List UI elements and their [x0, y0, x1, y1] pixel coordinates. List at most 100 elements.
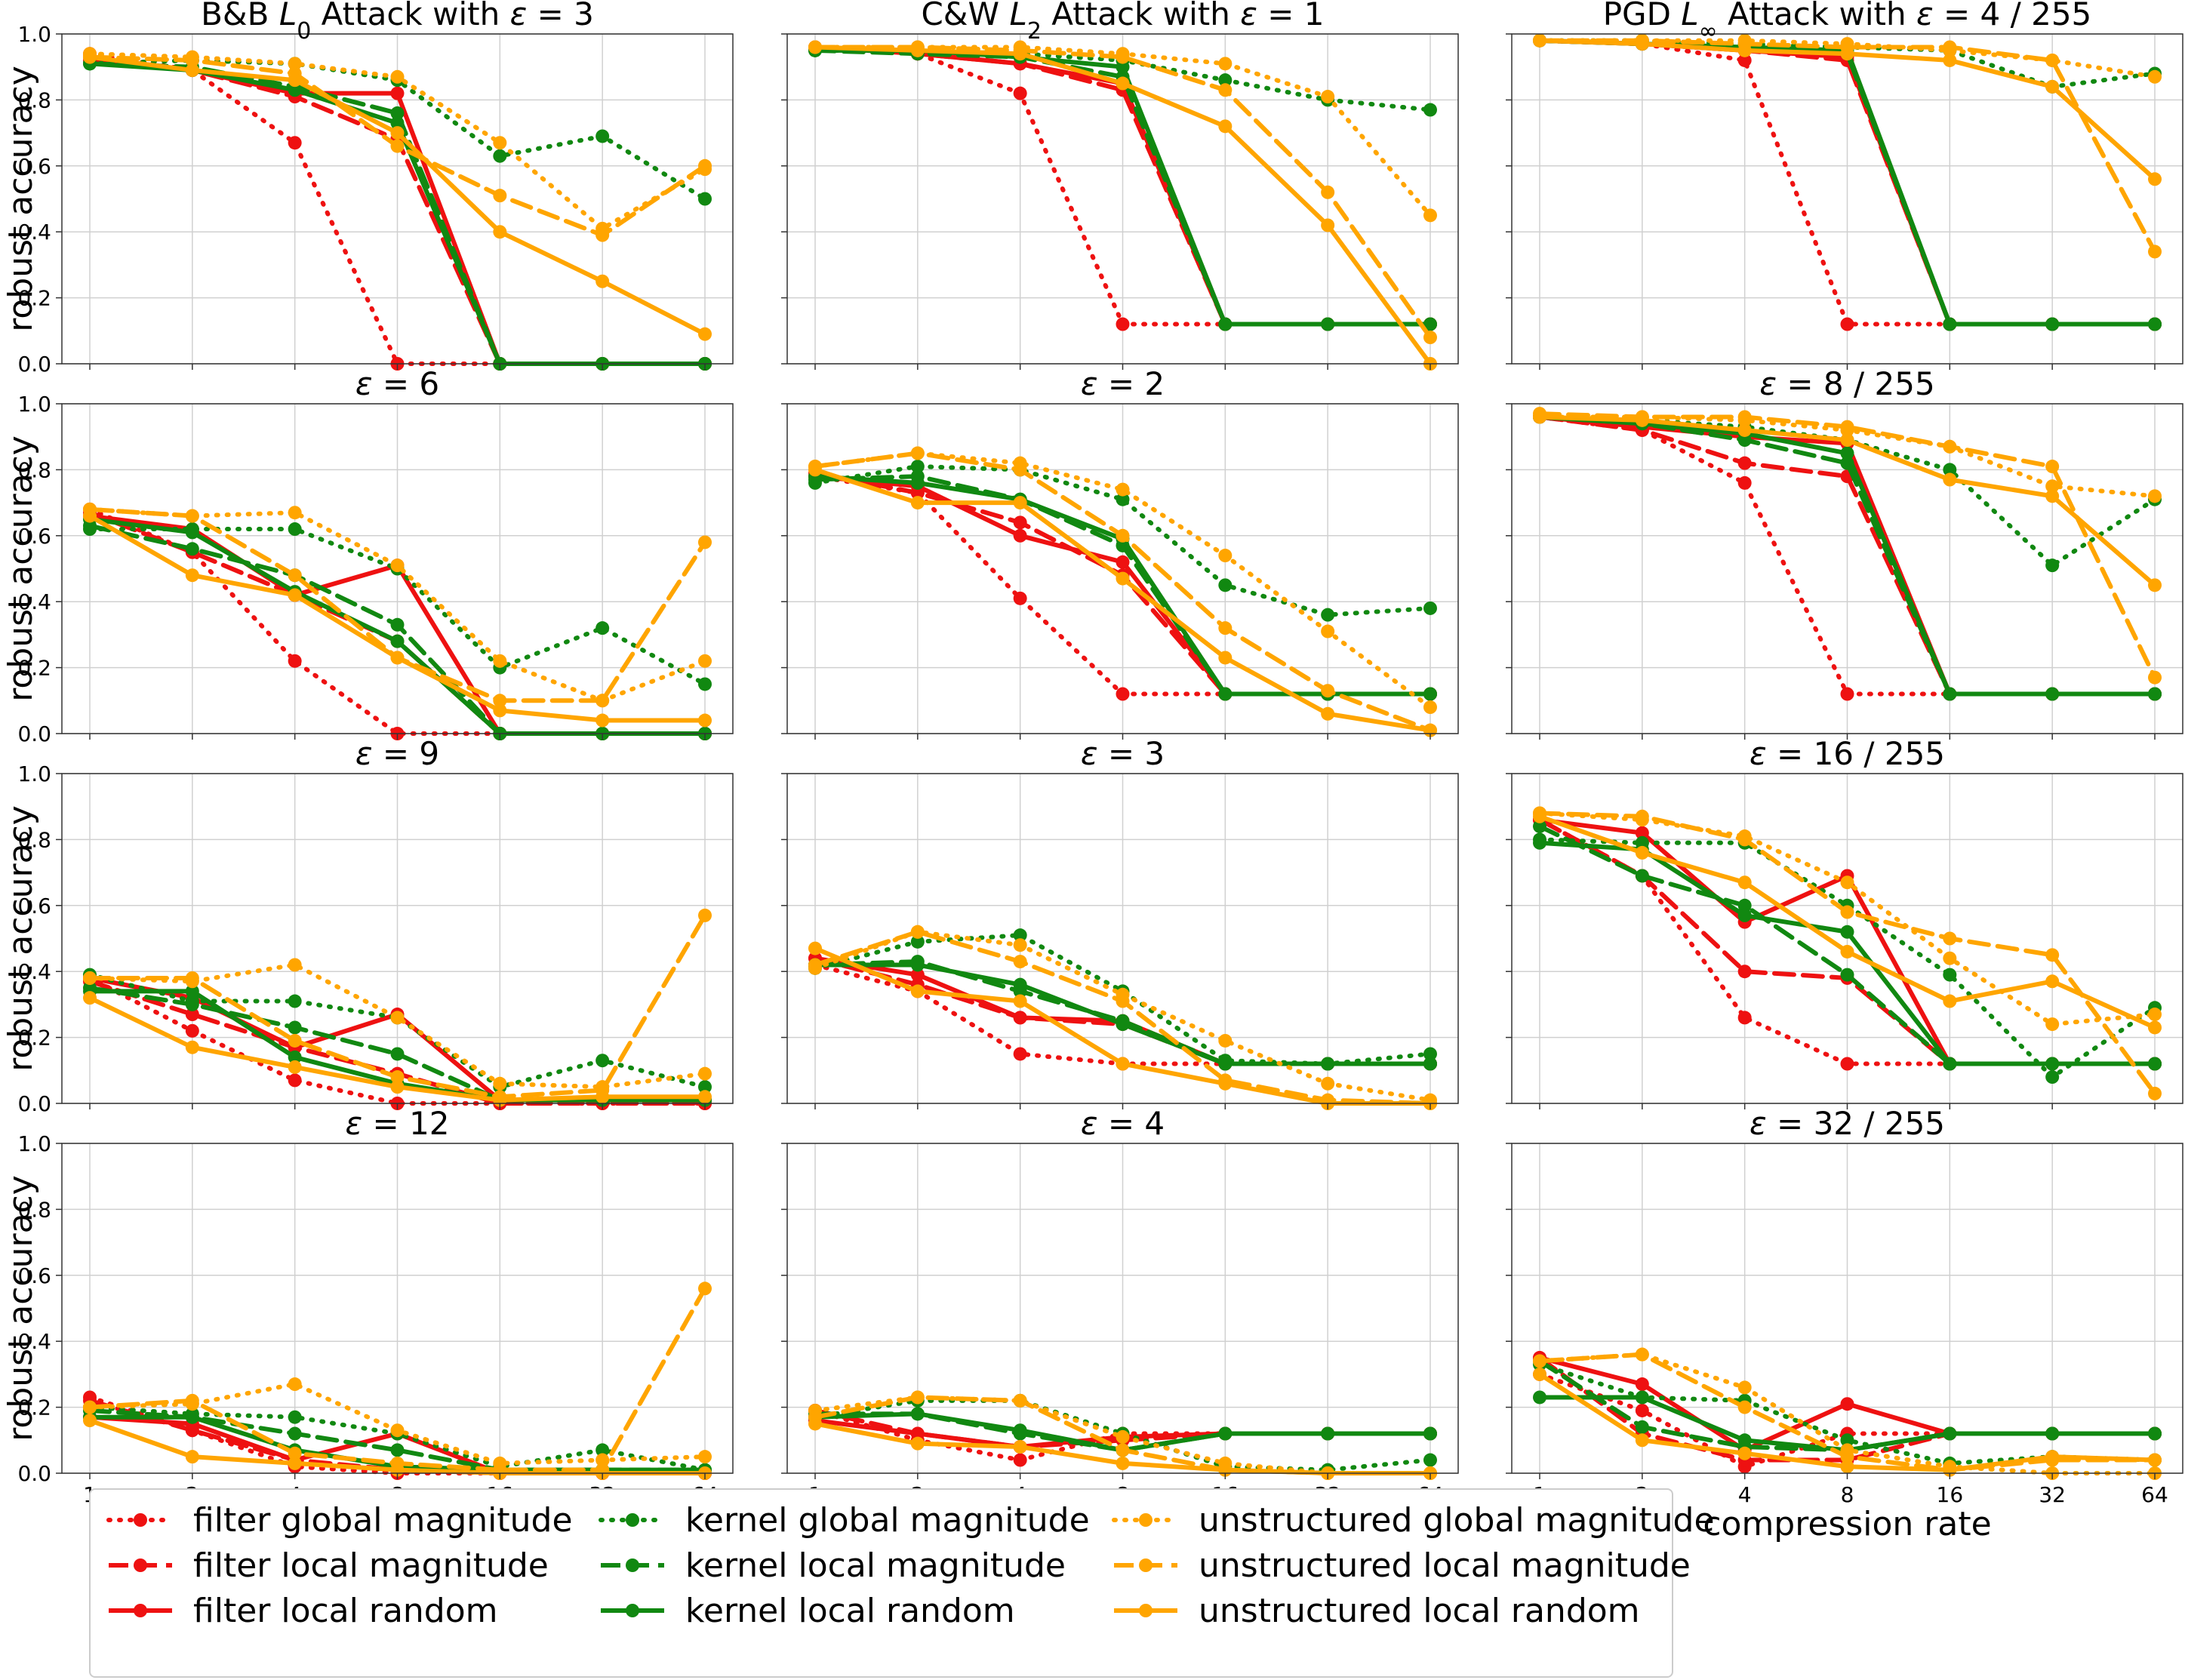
- data-point: [1943, 40, 1957, 54]
- data-point: [1533, 1354, 1546, 1368]
- data-point: [1840, 905, 1854, 919]
- data-point: [2045, 1450, 2060, 1464]
- data-point: [390, 1011, 405, 1025]
- data-point: [595, 1054, 610, 1068]
- data-point: [910, 43, 925, 57]
- data-point: [493, 694, 507, 708]
- legend-swatch-0: [106, 1513, 174, 1527]
- legend-swatch-1: [109, 1558, 172, 1572]
- legend-marker: [134, 1558, 147, 1572]
- data-point: [1218, 651, 1233, 665]
- x-tick-label: 4: [1738, 1482, 1752, 1507]
- data-point: [2045, 687, 2060, 701]
- data-point: [1321, 706, 1335, 721]
- legend-label: unstructured local magnitude: [1199, 1546, 1691, 1585]
- data-point: [1943, 994, 1957, 1008]
- data-point: [1218, 1426, 1233, 1441]
- y-tick-label: 0.4: [17, 1329, 51, 1354]
- data-point: [288, 1446, 302, 1460]
- x-axis-label: compression rate: [1703, 1505, 1991, 1543]
- data-point: [390, 86, 405, 100]
- x-tick-label: 32: [2039, 1482, 2066, 1507]
- legend-label: filter local random: [193, 1591, 498, 1630]
- data-point: [1533, 410, 1546, 424]
- data-point: [1737, 1380, 1752, 1395]
- data-point: [1737, 1011, 1752, 1025]
- data-point: [1737, 1433, 1752, 1448]
- y-tick-label: 0.2: [17, 656, 51, 681]
- data-point: [2148, 687, 2162, 701]
- data-point: [1013, 86, 1027, 100]
- data-point: [1013, 528, 1027, 543]
- data-point: [1218, 83, 1233, 97]
- data-point: [1737, 898, 1752, 912]
- x-tick-label: 8: [1841, 1482, 1854, 1507]
- legend-label: unstructured local random: [1199, 1591, 1640, 1630]
- data-point: [2148, 1020, 2162, 1035]
- data-point: [1635, 1377, 1649, 1392]
- data-point: [1943, 951, 1957, 965]
- data-point: [1321, 684, 1335, 698]
- data-point: [1840, 47, 1854, 61]
- data-point: [1840, 687, 1854, 701]
- data-point: [2148, 69, 2162, 84]
- data-point: [1840, 1450, 1854, 1464]
- y-tick-label: 0.8: [17, 457, 51, 482]
- data-point: [808, 463, 822, 477]
- data-point: [1116, 50, 1130, 64]
- data-point: [1943, 1057, 1957, 1071]
- data-point: [1218, 1057, 1233, 1071]
- data-point: [1737, 1446, 1752, 1460]
- data-point: [1116, 994, 1130, 1008]
- data-point: [1218, 549, 1233, 563]
- legend-marker: [1139, 1558, 1153, 1572]
- data-point: [1635, 809, 1649, 823]
- data-point: [1635, 1420, 1649, 1434]
- x-tick-label: 64: [2141, 1482, 2168, 1507]
- data-point: [1013, 1011, 1027, 1025]
- data-point: [1737, 965, 1752, 979]
- legend-marker: [626, 1558, 639, 1572]
- data-point: [288, 654, 302, 668]
- data-point: [1013, 994, 1027, 1008]
- data-point: [1013, 591, 1027, 605]
- data-point: [698, 713, 712, 728]
- data-point: [1635, 1390, 1649, 1405]
- data-point: [288, 57, 302, 71]
- data-point: [1218, 687, 1233, 701]
- y-tick-label: 0.0: [17, 1461, 51, 1486]
- data-point: [390, 634, 405, 648]
- data-point: [2045, 460, 2060, 474]
- data-point: [1840, 1057, 1854, 1071]
- data-point: [2045, 1426, 2060, 1441]
- data-point: [2148, 489, 2162, 503]
- data-point: [2148, 670, 2162, 685]
- legend-column-kernel: kernel global magnitude kernel local mag…: [598, 1497, 1090, 1633]
- data-point: [1737, 456, 1752, 470]
- data-point: [390, 1443, 405, 1457]
- data-point: [493, 149, 507, 163]
- data-point: [185, 1450, 199, 1464]
- data-point: [493, 189, 507, 203]
- data-point: [2148, 245, 2162, 259]
- data-point: [1423, 1453, 1437, 1467]
- data-point: [2148, 578, 2162, 592]
- data-point: [288, 958, 302, 972]
- data-point: [595, 129, 610, 143]
- data-point: [1840, 944, 1854, 958]
- legend-swatch-4: [601, 1558, 664, 1572]
- data-point: [1218, 57, 1233, 71]
- data-point: [390, 106, 405, 120]
- chart-title: ε = 32 / 255: [1750, 1105, 1945, 1142]
- data-point: [1840, 420, 1854, 434]
- chart-panel-8: ε = 3: [781, 735, 1459, 1110]
- chart-title: ε = 8 / 255: [1759, 365, 1934, 402]
- data-point: [1840, 317, 1854, 331]
- data-point: [1840, 433, 1854, 448]
- chart-title: ε = 16 / 255: [1750, 735, 1945, 772]
- data-point: [1013, 1047, 1027, 1061]
- data-point: [390, 651, 405, 665]
- data-point: [910, 925, 925, 939]
- legend-column-unstructured: unstructured global magnitude unstructur…: [1111, 1497, 1715, 1633]
